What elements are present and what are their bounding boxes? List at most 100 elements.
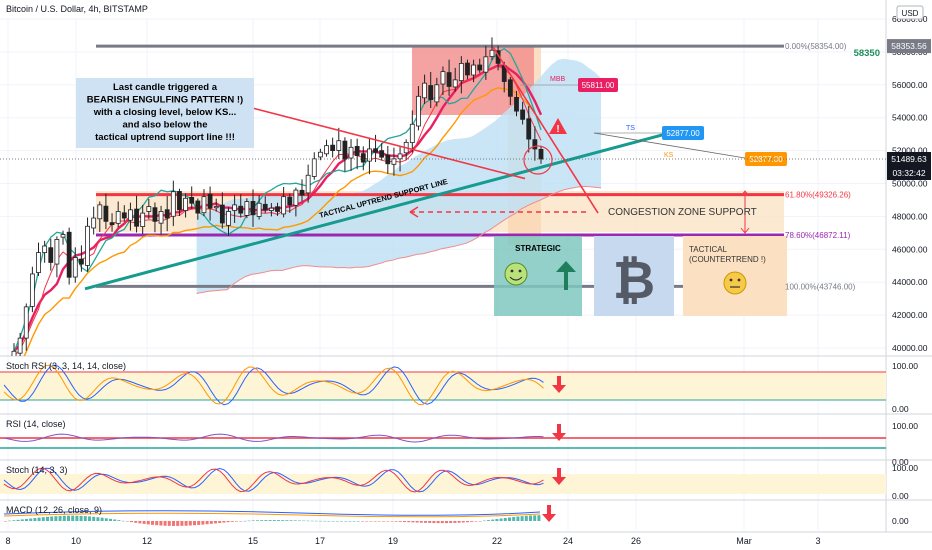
macd-bar	[226, 521, 230, 523]
macd-bar	[214, 521, 217, 524]
macd-bar	[340, 520, 343, 522]
macd-bar	[403, 521, 406, 522]
smiley-eye	[518, 269, 522, 273]
macd-bar	[537, 515, 541, 521]
macd-bar	[188, 521, 192, 526]
macd-bar	[289, 520, 293, 521]
time-axis[interactable]: 8 10 12 15 17 19 22 24 26 Mar 3	[5, 536, 820, 546]
macd-bar	[302, 520, 306, 522]
macd-bar	[159, 521, 163, 526]
candle-bear	[164, 209, 170, 219]
time-tick: 12	[142, 536, 152, 546]
candle-bull	[42, 245, 48, 253]
price-target: 58350	[854, 48, 880, 59]
candle-bear	[219, 204, 225, 224]
candle-bear	[514, 97, 519, 112]
time-tick: 22	[492, 536, 502, 546]
time-tick: 10	[71, 536, 81, 546]
macd-bar	[495, 519, 499, 521]
candle-bear	[373, 148, 378, 153]
ks-label: KS	[664, 152, 674, 159]
indicator-title: Stoch (14, 3, 3)	[6, 465, 68, 475]
macd-bar	[243, 520, 247, 522]
time-tick: 8	[5, 536, 10, 546]
bitcoin-icon: ₿	[613, 252, 655, 310]
face-eye	[737, 278, 741, 282]
macd-bar	[503, 517, 507, 521]
ks-leader	[593, 132, 746, 159]
ts-badge	[662, 126, 704, 140]
currency-box	[896, 5, 924, 20]
candle-bull	[201, 196, 207, 214]
currency-label: USD	[902, 9, 919, 18]
candle-bull	[158, 211, 164, 224]
macd-bar	[411, 521, 415, 523]
macd-bar	[121, 520, 125, 522]
macd-bar	[508, 517, 511, 521]
macd-bar	[180, 521, 184, 526]
macd-bar	[75, 515, 79, 521]
time-tick: 19	[388, 536, 398, 546]
smiley-icon	[504, 262, 528, 286]
candle-bull	[232, 204, 238, 211]
macd-bar	[205, 521, 209, 525]
macd-bar	[440, 521, 444, 524]
macd-bar	[390, 521, 394, 522]
macd-bar	[407, 521, 411, 523]
macd-bar	[272, 520, 276, 521]
candle-bull	[452, 79, 458, 88]
candle-bull	[489, 49, 495, 57]
candle-bull	[317, 151, 323, 158]
macd-bar	[100, 517, 104, 521]
macd-bar	[533, 515, 537, 521]
candle-bull	[146, 206, 152, 212]
macd-line	[3, 510, 541, 516]
macd-bar	[138, 521, 142, 524]
candle-bear	[195, 200, 201, 214]
teal-line	[13, 47, 542, 352]
macd-bar	[361, 521, 364, 522]
macd-bar	[104, 518, 108, 521]
macd-bar	[424, 521, 427, 523]
macd-bar	[487, 520, 490, 521]
macd-bar	[142, 521, 146, 524]
macd-bar	[12, 520, 16, 521]
indicator-tick: 100.00	[892, 361, 918, 371]
macd-bar	[33, 518, 37, 521]
fib-label: 78.60%(46872.11)	[785, 231, 851, 240]
candle-bull	[72, 257, 78, 278]
time-tick: Mar	[736, 536, 752, 546]
rsi-line	[3, 433, 544, 443]
candle-bull	[422, 82, 427, 99]
candle-bear	[299, 189, 305, 196]
macd-bar	[306, 520, 310, 522]
candle-bull	[244, 201, 250, 216]
candle-bear	[520, 109, 526, 120]
candle-bear	[121, 212, 127, 219]
macd-bar	[457, 521, 461, 523]
stoch-rsi-k	[3, 364, 544, 406]
candle-bear	[275, 206, 280, 212]
candle-bear	[238, 205, 244, 214]
smiley-mouth	[509, 276, 523, 281]
note-line: with a closing level, below KS...	[93, 107, 237, 118]
macd-bar	[394, 521, 398, 522]
macd-bar	[117, 520, 121, 521]
candle-bear	[354, 146, 360, 156]
macd-bar	[167, 521, 171, 526]
macd-bar	[461, 521, 465, 523]
countdown: 03:32:42	[892, 168, 925, 178]
macd-bar	[8, 520, 12, 522]
candle-bull	[293, 189, 299, 206]
macd-bar	[71, 515, 75, 521]
time-tick: 24	[563, 536, 573, 546]
price-axis[interactable]: 60000.0058000.0056000.0054000.0052000.00…	[887, 5, 931, 526]
tactical-uptrend-line	[84, 126, 691, 291]
candle-bear	[103, 205, 109, 222]
drawings	[76, 46, 787, 316]
macd-bar	[230, 521, 234, 522]
price-tick: 40000.00	[892, 343, 928, 353]
candle-bear	[177, 191, 182, 211]
candle-bull	[397, 153, 403, 160]
macd-bar	[260, 520, 264, 521]
